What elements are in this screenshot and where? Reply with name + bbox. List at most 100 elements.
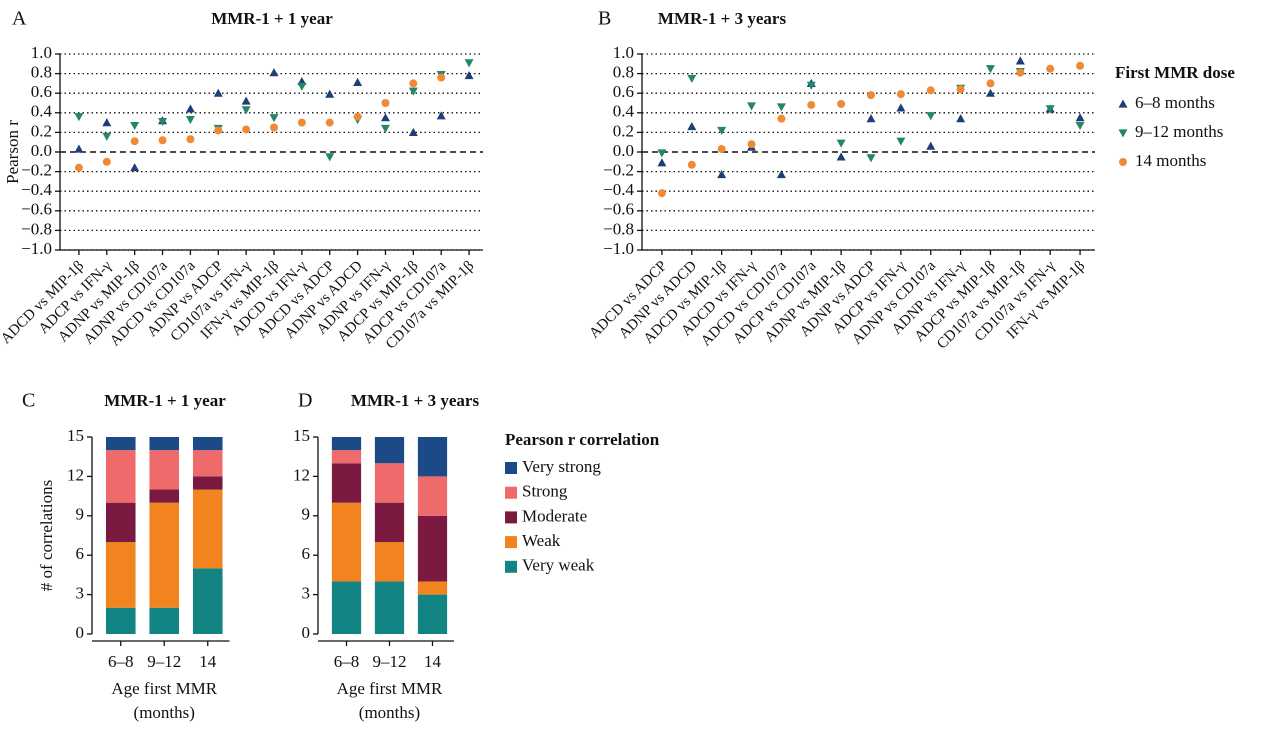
bar-segment: [374, 437, 405, 464]
point: [896, 103, 906, 112]
panel-label: C: [22, 390, 35, 412]
bar-segment: [374, 542, 405, 582]
point: [657, 158, 667, 167]
y-tick-label: 0.2: [31, 121, 52, 140]
y-tick-label: 0.0: [31, 141, 52, 160]
chart-title: MMR-1 + 1 year: [211, 9, 333, 28]
legend-label: Very weak: [522, 556, 595, 575]
point: [866, 154, 876, 163]
bar-segment: [105, 607, 136, 634]
point: [1076, 61, 1085, 70]
x-axis-label-note: (months): [359, 703, 420, 722]
y-tick-label: 9: [76, 505, 85, 524]
point: [102, 157, 111, 166]
y-tick-label: −0.6: [21, 200, 52, 219]
point: [717, 126, 727, 135]
point: [158, 118, 168, 127]
chart-title: MMR-1 + 3 years: [658, 9, 787, 28]
point: [380, 124, 390, 133]
point: [242, 125, 251, 134]
panel-label: A: [12, 8, 27, 30]
y-tick-label: −0.4: [603, 180, 634, 199]
legend-swatch: [505, 486, 517, 499]
point: [186, 135, 195, 144]
y-tick-label: 1.0: [31, 43, 52, 62]
bar-segment: [192, 437, 223, 451]
y-tick-label: 0.4: [31, 102, 53, 121]
y-tick-label: 6: [76, 544, 85, 563]
point: [866, 114, 876, 123]
point: [776, 170, 786, 179]
y-tick-label: 0.4: [613, 102, 635, 121]
legend-swatch: [505, 560, 517, 573]
legend-label: 14 months: [1135, 151, 1206, 170]
point: [1119, 158, 1127, 166]
y-tick-label: −0.2: [603, 161, 634, 180]
bar-segment: [331, 581, 362, 634]
y-tick-label: 0.8: [31, 63, 52, 82]
legend-title: Pearson r correlation: [505, 430, 660, 449]
point: [926, 141, 936, 150]
panel-label: D: [298, 390, 312, 412]
chart-title: MMR-1 + 1 year: [104, 391, 226, 410]
y-tick-label: 0.6: [31, 82, 52, 101]
bar-segment: [149, 437, 180, 451]
legend-swatch: [505, 536, 517, 549]
y-tick-label: 0.0: [613, 141, 634, 160]
y-tick-label: 0: [76, 623, 85, 642]
point: [408, 87, 418, 96]
point: [408, 127, 418, 136]
bar-segment: [149, 502, 180, 608]
point: [158, 136, 167, 145]
x-tick-label: 6–8: [334, 652, 360, 671]
point: [956, 85, 965, 94]
chart-title: MMR-1 + 3 years: [351, 391, 480, 410]
point: [926, 86, 935, 95]
point: [353, 77, 363, 87]
point: [185, 116, 195, 125]
point: [986, 79, 995, 88]
y-tick-label: 15: [67, 426, 84, 445]
point: [1046, 64, 1055, 73]
bar-segment: [192, 489, 223, 569]
bar-segment: [105, 450, 136, 503]
point: [896, 90, 905, 99]
bar-segment: [149, 607, 180, 634]
bar-segment: [149, 489, 180, 503]
y-tick-label: 0.2: [613, 121, 634, 140]
y-tick-label: 15: [293, 426, 310, 445]
point: [1118, 129, 1128, 138]
point: [776, 103, 786, 112]
point: [74, 113, 84, 122]
point: [985, 65, 995, 74]
legend-swatch: [505, 511, 517, 524]
point: [185, 104, 195, 113]
legend-title: First MMR dose: [1115, 63, 1235, 82]
bar-segment: [374, 581, 405, 634]
y-tick-label: −1.0: [603, 239, 634, 258]
point: [836, 152, 846, 161]
bar-segment: [192, 476, 223, 490]
point: [687, 122, 697, 131]
point: [130, 137, 139, 146]
y-tick-label: −0.2: [21, 161, 52, 180]
y-tick-label: 12: [67, 465, 84, 484]
point: [777, 114, 786, 123]
point: [380, 113, 390, 122]
y-tick-label: 9: [302, 505, 311, 524]
bar-segment: [331, 437, 362, 451]
point: [214, 126, 223, 135]
x-tick-label: 14: [424, 652, 442, 671]
y-tick-label: 0.6: [613, 82, 634, 101]
bar-segment: [149, 450, 180, 490]
point: [1075, 113, 1085, 122]
point: [464, 71, 474, 80]
legend-label: Weak: [522, 531, 561, 550]
point: [837, 99, 846, 108]
legend-label: Very strong: [522, 457, 601, 476]
point: [464, 59, 474, 68]
point: [1075, 121, 1085, 131]
point: [747, 140, 756, 149]
point: [74, 144, 84, 153]
